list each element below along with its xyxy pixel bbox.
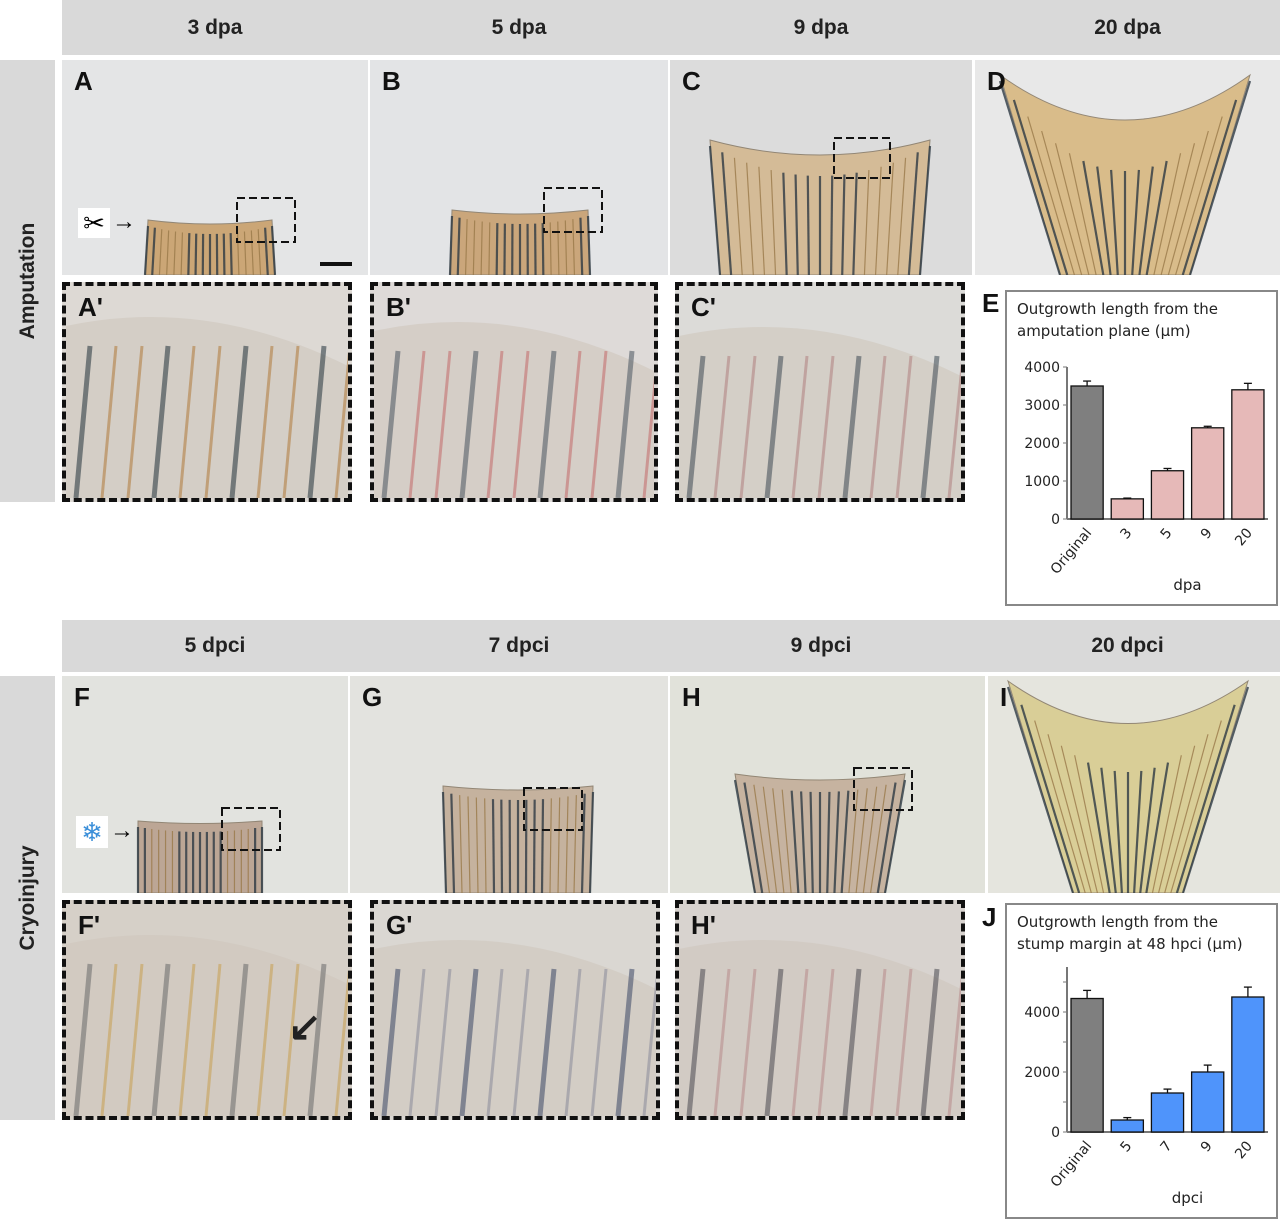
header-20dpci: 20 dpci [975,634,1280,658]
snowflake-icon: ❄ [76,816,108,848]
bar [1071,386,1103,519]
panel-label: I [1000,682,1007,713]
fin-ray [534,800,535,893]
zoom-panel-h-prime: H' [675,900,965,1120]
x-tick-label: 20 [1232,525,1256,549]
panel-label-e: E [982,288,999,319]
fin-tissue [374,940,656,1116]
fin-ray [231,233,232,275]
image-panel-c: C [670,60,972,275]
zoom-panel-g-prime: G' [370,900,660,1120]
y-tick-label: 4000 [1024,360,1060,376]
bar [1192,428,1224,519]
image-panel-i: I [988,676,1280,893]
image-panel-h: H [670,676,985,893]
fin-ray [188,233,189,275]
zoom-panel-b-prime: B' [370,282,658,502]
row-label-text: Cryoinjury [16,845,40,950]
panel-label: B' [386,292,411,323]
arrow-down-left-icon: ↙ [288,1004,322,1050]
fin-ray [831,176,832,275]
x-axis-label: dpa [1173,576,1201,594]
arrow-right-icon: → [110,817,134,845]
bar [1151,471,1183,519]
bar [1111,499,1143,519]
fin-ray [542,799,543,893]
panel-label: A' [78,292,103,323]
x-tick-label: 3 [1117,525,1135,542]
fin-ray [224,234,225,275]
header-5dpa: 5 dpa [370,16,668,40]
x-axis-label: dpci [1172,1189,1203,1207]
row-label-cryoinjury: Cryoinjury [0,676,55,1120]
header-9dpci: 9 dpci [670,634,972,658]
fin-ray [501,800,502,893]
bar [1232,390,1264,519]
bar [1192,1072,1224,1132]
zoom-panel-f-prime: F' ↙ [62,900,352,1120]
header-7dpci: 7 dpci [370,634,668,658]
bar [1232,997,1264,1132]
header-9dpa: 9 dpa [670,16,972,40]
panel-label: B [382,66,401,97]
x-tick-label: 9 [1198,1138,1216,1155]
y-tick-label: 0 [1051,1125,1060,1141]
scale-bar [320,262,352,266]
x-tick-label: Original [1048,1138,1095,1190]
fin-ray [497,223,498,275]
x-tick-label: Original [1048,525,1095,577]
arrow-right-icon: → [112,208,136,236]
y-tick-label: 2000 [1024,1065,1060,1081]
y-tick-label: 4000 [1024,1005,1060,1021]
image-panel-b: B [370,60,668,275]
image-panel-a: A ✂ → [62,60,368,275]
header-20dpa: 20 dpa [975,16,1280,40]
y-tick-label: 2000 [1024,436,1060,452]
image-panel-d: D [975,60,1280,275]
zoom-panel-c-prime: C' [675,282,965,502]
x-tick-label: 5 [1117,1138,1135,1155]
fin-tissue [679,327,961,498]
header-5dpci: 5 dpci [62,634,368,658]
panel-label-j: J [982,902,996,933]
bar [1071,999,1103,1133]
image-panel-g: G [350,676,668,893]
panel-label: H [682,682,701,713]
chart-title-line: Outgrowth length from the [1017,300,1218,318]
y-tick-label: 0 [1051,512,1060,528]
panel-label: G' [386,910,412,941]
fin-tissue [374,322,654,498]
panel-label: H' [691,910,716,941]
chart-e: Outgrowth length from the amputation plan… [1005,290,1278,606]
fin-ray [196,234,197,275]
fin-ray [808,176,809,275]
y-tick-label: 1000 [1024,474,1060,490]
chart-j: Outgrowth length from the stump margin at… [1005,903,1278,1219]
scissors-icon: ✂ [78,208,110,238]
zoom-panel-a-prime: A' [62,282,352,502]
row-label-amputation: Amputation [0,60,55,502]
panel-label: C [682,66,701,97]
panel-label: C' [691,292,716,323]
row-label-text: Amputation [16,223,40,340]
panel-label: G [362,682,382,713]
x-tick-label: 20 [1232,1138,1256,1162]
panel-label: F [74,682,90,713]
chart-title-line: amputation plane (μm) [1017,322,1191,340]
header-3dpa: 3 dpa [62,16,368,40]
image-panel-f: F ❄ → [62,676,348,893]
panel-label: A [74,66,93,97]
chart-title-line: stump margin at 48 hpci (μm) [1017,935,1243,953]
x-tick-label: 9 [1198,525,1216,542]
x-tick-label: 7 [1158,1138,1176,1155]
panel-label: F' [78,910,100,941]
fin-ray [493,799,494,893]
bar [1111,1120,1143,1132]
fin-tissue [679,940,961,1116]
panel-label: D [987,66,1006,97]
x-tick-label: 5 [1158,525,1176,542]
y-tick-label: 3000 [1024,398,1060,414]
chart-title-line: Outgrowth length from the [1017,913,1218,931]
bar [1151,1093,1183,1132]
